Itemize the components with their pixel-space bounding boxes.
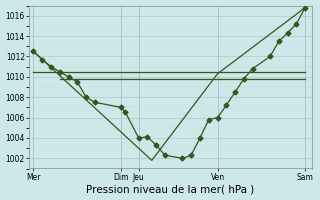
X-axis label: Pression niveau de la mer( hPa ): Pression niveau de la mer( hPa )	[86, 184, 255, 194]
